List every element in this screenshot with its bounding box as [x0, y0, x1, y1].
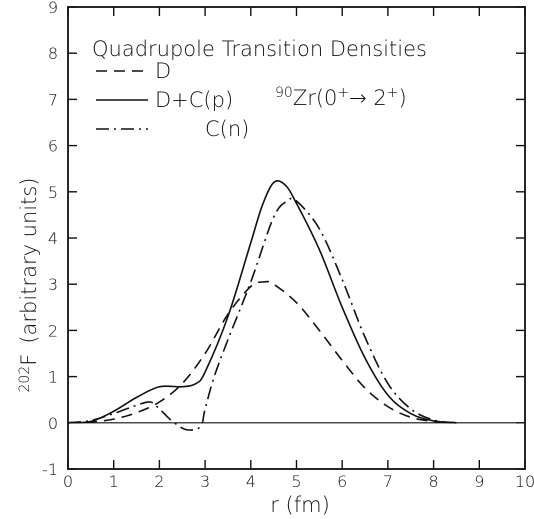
- y-axis-title-sup: 202: [17, 366, 33, 393]
- annotation-sup2: +: [387, 85, 399, 101]
- series-line-d: [67, 280, 457, 424]
- x-tick-label: 1: [109, 472, 119, 491]
- x-tick-label: 7: [383, 472, 393, 491]
- legend-label-d-c-p: D+C(p): [155, 88, 233, 112]
- y-axis-title-main: F: [17, 354, 41, 366]
- x-tick-label: 10: [515, 472, 534, 491]
- annotation-arrow: → 2: [349, 86, 387, 110]
- chart-title: Quadrupole Transition Densities: [92, 37, 427, 61]
- axes: 0 1 2 3 4 5 6 7 8 9 10 -1 0 1 2 3 4 5 6 7 8 9: [42, 0, 534, 491]
- y-tick-label: 0: [48, 414, 58, 433]
- y-tick-label: 3: [48, 275, 58, 294]
- annotation-suffix: ): [399, 86, 407, 110]
- annotation-mass-number: 90: [275, 85, 293, 101]
- y-tick-label: 9: [48, 0, 58, 17]
- x-tick-label: 6: [337, 472, 347, 491]
- legend-label-d: D: [155, 59, 171, 83]
- legend-label-c-n: C(n): [205, 117, 249, 141]
- series-line-d-c-p: [67, 180, 457, 424]
- plot-area: [67, 180, 457, 431]
- x-tick-label: 0: [63, 472, 73, 491]
- y-tick-label: 2: [48, 321, 58, 340]
- y-axis-title: 202F (arbitrary units): [17, 178, 41, 393]
- y-tick-label: 4: [48, 229, 58, 248]
- annotation-sup1: +: [337, 85, 349, 101]
- y-tick-label: 1: [48, 368, 58, 387]
- x-tick-label: 4: [246, 472, 256, 491]
- y-tick-label: 5: [48, 183, 58, 202]
- y-tick-label: -1: [42, 460, 58, 479]
- x-tick-label: 8: [429, 472, 439, 491]
- x-tick-label: 9: [474, 472, 484, 491]
- y-tick-label: 7: [48, 90, 58, 109]
- series-line-c-n: [67, 197, 457, 431]
- x-tick-label: 5: [291, 472, 301, 491]
- y-tick-label: 6: [48, 137, 58, 156]
- y-axis-title-units: (arbitrary units): [17, 178, 41, 344]
- x-axis-title: r (fm): [270, 493, 330, 517]
- plot-frame: [67, 6, 526, 470]
- x-tick-label: 3: [200, 472, 210, 491]
- legend: D D+C(p) C(n): [96, 59, 249, 141]
- annotation-body: Zr(0: [293, 86, 338, 110]
- x-tick-label: 2: [154, 472, 164, 491]
- reaction-annotation: 90Zr(0+→ 2+): [275, 85, 407, 110]
- y-tick-label: 8: [48, 44, 58, 63]
